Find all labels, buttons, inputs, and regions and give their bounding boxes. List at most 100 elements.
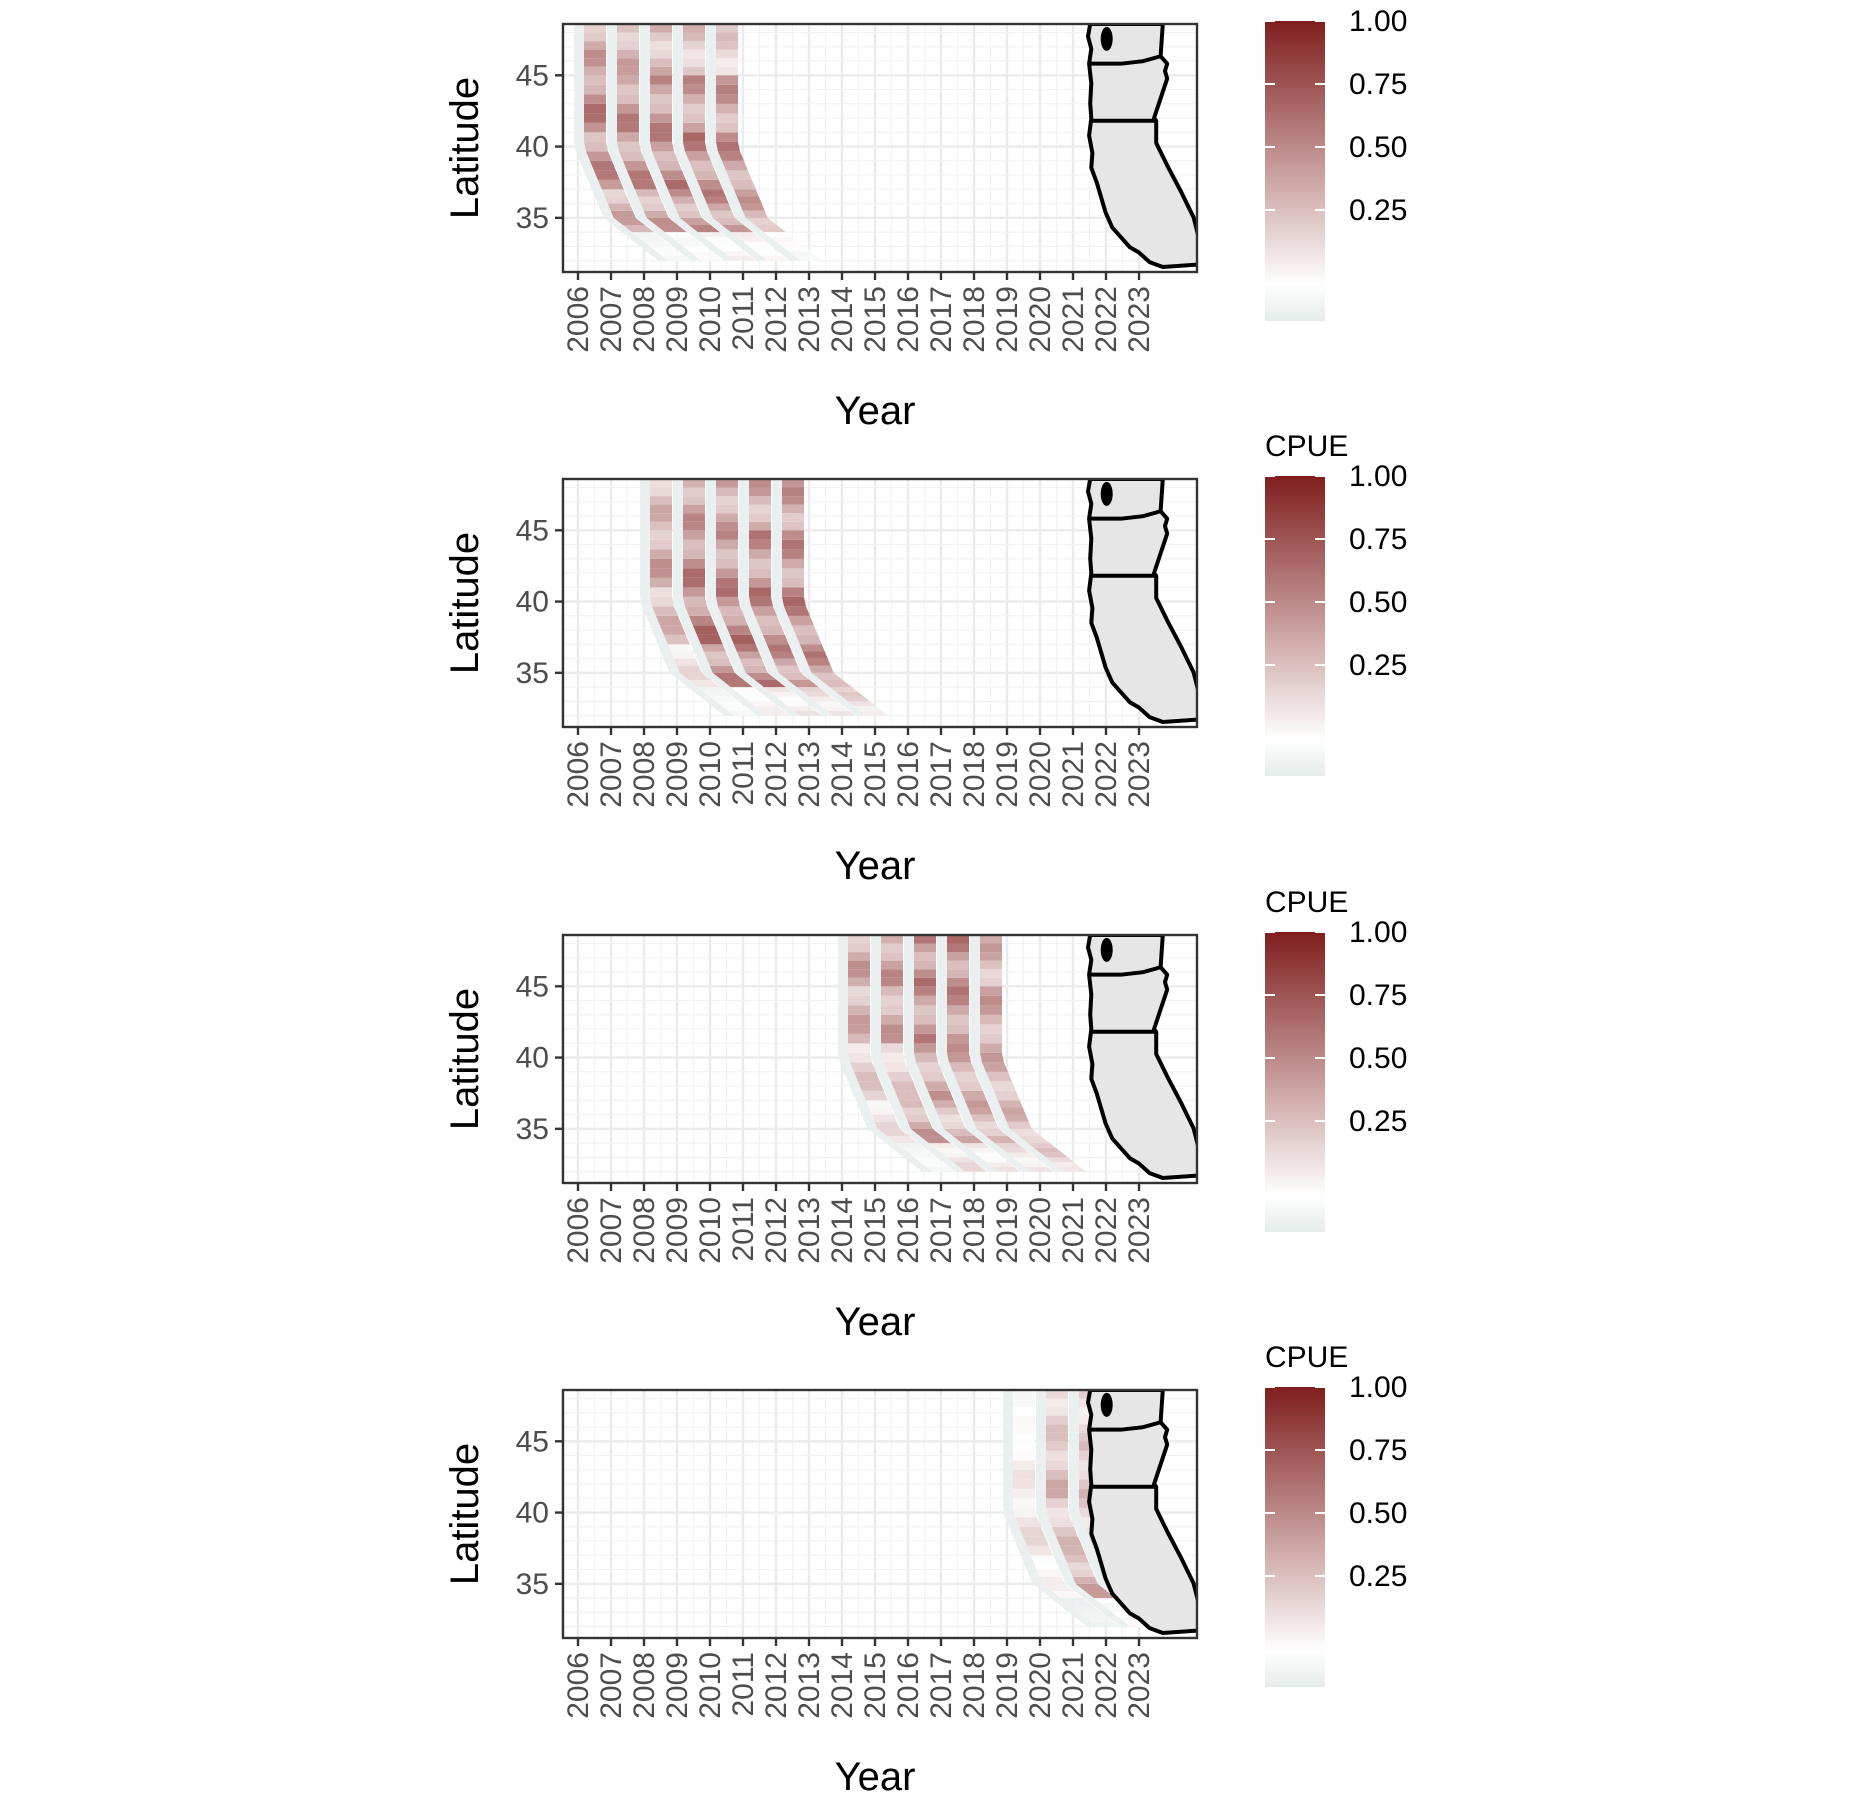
cpue-cell-offshore [904,1043,914,1053]
cpue-cell [848,943,870,953]
legend-colorbar [1265,21,1325,321]
puget-sound [1100,481,1113,506]
cpue-cell [1026,1545,1053,1556]
cpue-cell-offshore [871,1033,881,1044]
cpue-cell-offshore [640,103,650,114]
cpue-cell [952,1071,979,1082]
cpue-cell [871,1114,897,1122]
cpue-bands [574,24,823,261]
cpue-cell-offshore [575,151,590,161]
legend-tick-label: 1.00 [1349,1371,1407,1404]
cpue-cell [1072,1607,1101,1613]
cpue-cell [769,236,798,242]
cpue-cell [716,246,745,252]
cpue-cell [673,658,699,666]
cpue-cell-offshore [762,658,776,666]
cpue-cell [952,1135,984,1144]
cpue-cell [716,103,738,114]
cpue-cell-offshore [706,58,716,67]
cpue-cell [964,1100,990,1108]
cpue-cell [948,1062,975,1072]
cpue-cell [799,644,825,652]
cpue-cell [928,1143,957,1148]
cpue-cell [1063,1555,1089,1563]
cpue-cell [848,1005,870,1015]
cpue-cell-offshore [891,1147,908,1153]
cpue-cell-offshore [660,651,674,659]
x-tick-label: 2017 [925,1197,958,1264]
cpue-cell [947,1024,969,1034]
cpue-cell [953,1162,982,1167]
cpue-cell-offshore [772,479,782,488]
y-tick-label: 40 [516,586,549,619]
cpue-cell-offshore [871,969,881,978]
cpue-cell [821,706,850,711]
state-outline [1086,24,1197,269]
x-tick-label: 2009 [661,286,694,353]
cpue-cell-offshore [687,687,704,692]
cpue-cell [634,189,660,197]
cpue-cell [1006,1121,1032,1129]
cpue-cell [640,203,666,211]
cpue-cell [676,241,705,247]
cpue-cell-offshore [652,255,669,261]
cpue-cell-offshore [612,224,632,233]
cpue-cell-offshore [937,1157,954,1163]
cpue-cell-offshore [673,530,683,540]
cpue-cell [1013,1390,1035,1399]
cpue-cell-offshore [739,558,749,569]
cpue-cell [877,1128,909,1136]
cpue-cell [683,539,705,550]
cpue-cell-offshore [1069,1469,1079,1480]
cpue-cell-offshore [673,41,683,50]
cpue-cell [604,196,630,204]
cpue-cell [796,687,825,692]
cpue-cell [617,132,639,142]
cpue-cell-offshore [798,696,815,702]
cpue-cell-offshore [937,1024,947,1034]
cpue-cell [716,49,738,59]
x-tick-label: 2017 [925,286,958,353]
state-outline [1086,935,1197,1180]
cpue-cell-offshore [679,251,696,256]
cpue-cell [683,558,705,569]
cpue-cell-offshore [1041,1526,1056,1537]
cpue-cell [986,1162,1015,1167]
cpue-cell-offshore [682,625,697,635]
cpue-cell-offshore [960,1114,974,1122]
cpue-cell-offshore [996,1121,1010,1129]
cpue-cell-offshore [621,232,638,237]
x-tick-label: 2020 [1024,1197,1057,1264]
cpue-cell [584,58,606,67]
legend-colorbar [1265,476,1325,776]
cpue-cell-offshore [888,1100,902,1108]
cpue-cell [1013,1479,1035,1489]
cpue-cell [934,1107,960,1115]
cpue-cell [683,66,705,76]
cpue-cell-offshore [735,217,755,225]
cpue-cell [650,568,672,578]
cpue-cell-offshore [943,1162,960,1167]
cpue-cell-offshore [765,241,782,247]
cpue-cell-offshore [894,1114,908,1122]
legend-tick-label: 0.50 [1349,131,1407,164]
cpue-cell-offshore [858,1107,872,1115]
cpue-cell-offshore [732,241,749,247]
cpue-cell [947,935,969,944]
cpue-cell [683,49,705,59]
cpue-cell [910,1128,942,1136]
cpue-cell [985,1071,1012,1082]
x-tick-label: 2012 [760,1197,793,1264]
cpue-cell-offshore [739,496,749,505]
cpue-cell [663,634,690,645]
cpue-cell-offshore [640,141,652,152]
cpue-cell [716,84,738,95]
cpue-cell-offshore [574,122,584,133]
cpue-cell [782,513,804,522]
cpue-cell [881,995,903,1006]
x-tick-label: 2023 [1123,1197,1156,1264]
cpue-cell [940,1121,966,1129]
cpue-cell [613,217,645,225]
cpue-cell-offshore [1081,1621,1098,1627]
